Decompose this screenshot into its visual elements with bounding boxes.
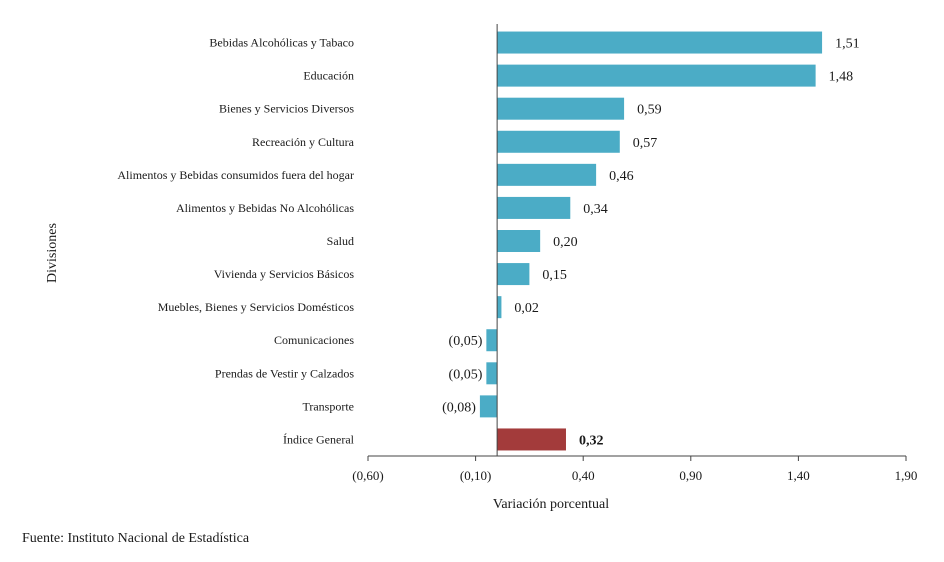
x-tick-label-1: (0,10) <box>460 468 491 483</box>
bar-8 <box>497 296 502 319</box>
bar-12 <box>497 428 566 451</box>
value-label-11: (0,08) <box>442 400 476 415</box>
bar-chart: 1,51 1,48 0,59 0,57 0,46 0,34 0,20 0,15 0,02 (0,0… <box>45 24 917 512</box>
bar-6 <box>497 230 541 252</box>
category-label-7: Vivienda y Servicios Básicos <box>214 267 355 281</box>
category-label-0: Bebidas Alcohólicas y Tabaco <box>209 36 354 50</box>
value-label-0: 1,51 <box>835 37 860 52</box>
x-tick-label-4: 1,40 <box>787 468 810 483</box>
bar-5 <box>497 196 571 219</box>
value-label-3: 0,57 <box>633 136 658 151</box>
value-label-10: (0,05) <box>449 367 483 382</box>
bar-7 <box>497 263 530 286</box>
bars-group <box>479 31 823 451</box>
category-label-12: Índice General <box>283 432 355 446</box>
bar-11 <box>479 395 498 418</box>
category-labels-group: Bebidas Alcohólicas y Tabaco Educación Bie… <box>117 36 354 447</box>
category-label-8: Muebles, Bienes y Servicios Domésticos <box>158 300 355 314</box>
bar-0 <box>497 31 823 54</box>
bar-4 <box>497 163 597 186</box>
category-label-3: Recreación y Cultura <box>252 135 355 149</box>
source-note: Fuente: Instituto Nacional de Estadístic… <box>22 531 250 546</box>
x-tick-label-5: 1,90 <box>895 468 918 483</box>
value-label-5: 0,34 <box>583 202 608 217</box>
category-label-4: Alimentos y Bebidas consumidos fuera del… <box>117 168 354 182</box>
category-label-6: Salud <box>327 234 354 248</box>
value-labels-group: 1,51 1,48 0,59 0,57 0,46 0,34 0,20 0,15 0,02 (0,0… <box>442 37 859 449</box>
bar-9 <box>486 329 498 352</box>
category-label-1: Educación <box>303 69 354 83</box>
x-axis-title: Variación porcentual <box>493 497 609 512</box>
y-axis-title: Divisiones <box>45 223 60 283</box>
bar-3 <box>497 130 620 153</box>
value-label-2: 0,59 <box>637 103 662 118</box>
category-label-11: Transporte <box>302 399 354 413</box>
x-tick-label-3: 0,90 <box>679 468 702 483</box>
category-label-5: Alimentos y Bebidas No Alcohólicas <box>176 201 354 215</box>
value-label-9: (0,05) <box>449 334 483 349</box>
value-label-1: 1,48 <box>829 70 854 85</box>
category-label-2: Bienes y Servicios Diversos <box>219 102 354 116</box>
value-label-8: 0,02 <box>514 301 539 316</box>
value-label-6: 0,20 <box>553 235 578 250</box>
bar-2 <box>497 97 625 120</box>
x-ticks-group: (0,60) (0,10) 0,40 0,90 1,40 1,90 <box>352 456 917 483</box>
value-label-7: 0,15 <box>542 268 567 283</box>
bar-10 <box>486 362 498 385</box>
category-label-10: Prendas de Vestir y Calzados <box>215 366 354 380</box>
bar-1 <box>497 64 816 87</box>
x-tick-label-2: 0,40 <box>572 468 595 483</box>
value-label-12: 0,32 <box>579 433 604 448</box>
x-tick-label-0: (0,60) <box>352 468 383 483</box>
category-label-9: Comunicaciones <box>274 333 354 347</box>
value-label-4: 0,46 <box>609 169 634 184</box>
